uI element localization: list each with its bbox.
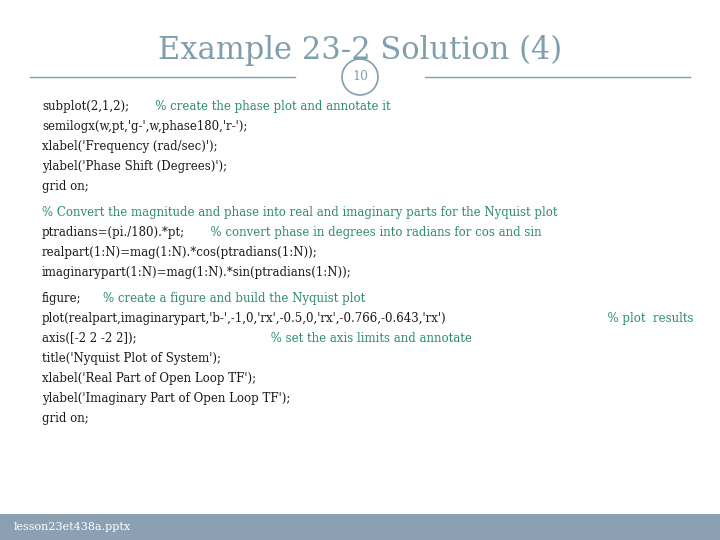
Text: lesson23et438a.pptx: lesson23et438a.pptx xyxy=(14,522,131,532)
Text: imaginarypart(1:N)=mag(1:N).*sin(ptradians(1:N));: imaginarypart(1:N)=mag(1:N).*sin(ptradia… xyxy=(42,266,352,279)
Text: % Convert the magnitude and phase into real and imaginary parts for the Nyquist : % Convert the magnitude and phase into r… xyxy=(42,206,557,219)
Text: grid on;: grid on; xyxy=(42,412,89,425)
Text: realpart(1:N)=mag(1:N).*cos(ptradians(1:N));: realpart(1:N)=mag(1:N).*cos(ptradians(1:… xyxy=(42,246,318,259)
Text: axis([-2 2 -2 2]);: axis([-2 2 -2 2]); xyxy=(42,332,137,345)
Text: subplot(2,1,2);: subplot(2,1,2); xyxy=(42,100,129,113)
Text: % convert phase in degrees into radians for cos and sin: % convert phase in degrees into radians … xyxy=(203,226,541,239)
Text: title('Nyquist Plot of System');: title('Nyquist Plot of System'); xyxy=(42,352,221,365)
Text: ylabel('Phase Shift (Degrees)');: ylabel('Phase Shift (Degrees)'); xyxy=(42,160,227,173)
Text: 10: 10 xyxy=(352,71,368,84)
Text: figure;: figure; xyxy=(42,292,81,305)
Text: % create a figure and build the Nyquist plot: % create a figure and build the Nyquist … xyxy=(88,292,365,305)
Text: xlabel('Real Part of Open Loop TF');: xlabel('Real Part of Open Loop TF'); xyxy=(42,372,256,385)
Text: grid on;: grid on; xyxy=(42,180,89,193)
Text: semilogx(w,pt,'g-',w,phase180,'r-');: semilogx(w,pt,'g-',w,phase180,'r-'); xyxy=(42,120,248,133)
Text: % plot  results: % plot results xyxy=(600,312,693,325)
Text: % create the phase plot and annotate it: % create the phase plot and annotate it xyxy=(144,100,391,113)
Circle shape xyxy=(342,59,378,95)
Text: % set the axis limits and annotate: % set the axis limits and annotate xyxy=(162,332,472,345)
Text: Example 23-2 Solution (4): Example 23-2 Solution (4) xyxy=(158,35,562,65)
Text: plot(realpart,imaginarypart,'b-',-1,0,'rx',-0.5,0,'rx',-0.766,-0.643,'rx'): plot(realpart,imaginarypart,'b-',-1,0,'r… xyxy=(42,312,446,325)
Text: xlabel('Frequency (rad/sec)');: xlabel('Frequency (rad/sec)'); xyxy=(42,140,217,153)
Text: ylabel('Imaginary Part of Open Loop TF');: ylabel('Imaginary Part of Open Loop TF')… xyxy=(42,392,290,405)
FancyBboxPatch shape xyxy=(0,514,720,540)
Text: ptradians=(pi./180).*pt;: ptradians=(pi./180).*pt; xyxy=(42,226,185,239)
